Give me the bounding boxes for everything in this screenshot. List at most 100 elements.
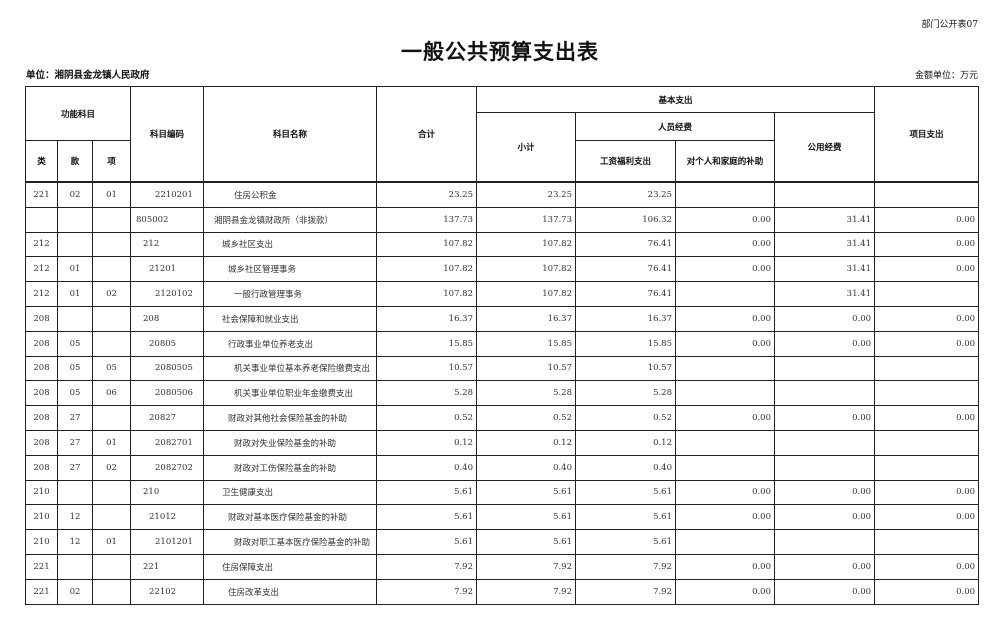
- cell-kuan: 12: [57, 504, 93, 531]
- unit-label: 单位：湘阴县金龙镇人民政府: [26, 70, 150, 81]
- cell-name: 住房公积金: [203, 181, 377, 208]
- cell-salary: 5.61: [575, 504, 676, 531]
- cell-name: 财政对基本医疗保险基金的补助: [203, 504, 377, 531]
- cell-salary: 7.92: [575, 578, 676, 605]
- cell-xiang: [92, 206, 131, 233]
- cell-salary: 23.25: [575, 181, 676, 208]
- cell-subsidy: 0.00: [675, 504, 775, 531]
- cell-subsidy: [675, 529, 775, 555]
- header-xiang: 项: [92, 140, 131, 183]
- table-row: 208 27 01 2082701 财政对失业保险基金的补助 0.12 0.12 0.12: [25, 429, 980, 456]
- cell-salary: 5.61: [575, 479, 676, 506]
- cell-name: 财政对职工基本医疗保险基金的补助: [203, 529, 377, 555]
- cell-lei: 221: [25, 553, 58, 580]
- cell-project: 0.00: [874, 578, 980, 605]
- cell-public: [773, 529, 876, 555]
- cell-xiang: 01: [92, 429, 131, 456]
- cell-lei: [25, 206, 58, 233]
- cell-kuan: 27: [57, 454, 93, 481]
- table-row: 221 02 22102 住房改革支出 7.92 7.92 7.92 0.00 0.00 0.00: [25, 578, 980, 605]
- cell-public: 0.00: [773, 305, 876, 332]
- cell-project: [874, 429, 980, 456]
- cell-project: 0.00: [874, 206, 980, 233]
- cell-salary: 0.52: [575, 405, 676, 431]
- header-kuan: 款: [57, 140, 93, 183]
- header-subtotal: 小计: [476, 112, 576, 183]
- cell-salary: 0.12: [575, 429, 676, 456]
- cell-lei: 221: [25, 181, 58, 208]
- cell-project: [874, 454, 980, 481]
- cell-code: 2082702: [130, 454, 204, 481]
- cell-subsidy: 0.00: [675, 330, 775, 357]
- cell-code: 21201: [130, 256, 204, 283]
- cell-kuan: 05: [57, 355, 93, 382]
- table-row: 210 210 卫生健康支出 5.61 5.61 5.61 0.00 0.00 0.00: [25, 479, 980, 506]
- cell-subsidy: [675, 380, 775, 407]
- cell-subtotal: 7.92: [476, 578, 576, 605]
- cell-name: 一般行政管理事务: [203, 281, 377, 307]
- cell-project: 0.00: [874, 479, 980, 506]
- header-public: 公用经费: [773, 112, 876, 183]
- table-row: 212 01 02 2120102 一般行政管理事务 107.82 107.82 76.41 3…: [25, 281, 980, 307]
- cell-xiang: 02: [92, 281, 131, 307]
- table-row: 208 05 05 2080505 机关事业单位基本养老保险缴费支出 10.57 10.57…: [25, 355, 980, 382]
- cell-code: 805002: [130, 206, 204, 233]
- cell-xiang: [92, 479, 131, 506]
- cell-kuan: 05: [57, 380, 93, 407]
- cell-project: 0.00: [874, 231, 980, 258]
- cell-total: 107.82: [376, 231, 477, 258]
- form-code: 部门公开表07: [921, 20, 978, 30]
- cell-name: 城乡社区管理事务: [203, 256, 377, 283]
- cell-total: 23.25: [376, 181, 477, 208]
- cell-subtotal: 5.61: [476, 529, 576, 555]
- table-row: 212 212 城乡社区支出 107.82 107.82 76.41 0.00 31.41 0.…: [25, 231, 980, 258]
- cell-xiang: 01: [92, 181, 131, 208]
- cell-lei: 208: [25, 429, 58, 456]
- cell-subsidy: 0.00: [675, 578, 775, 605]
- cell-subtotal: 7.92: [476, 553, 576, 580]
- cell-salary: 0.40: [575, 454, 676, 481]
- cell-xiang: 01: [92, 529, 131, 555]
- cell-subtotal: 10.57: [476, 355, 576, 382]
- cell-name: 行政事业单位养老支出: [203, 330, 377, 357]
- cell-salary: 5.28: [575, 380, 676, 407]
- cell-xiang: [92, 231, 131, 258]
- cell-lei: 210: [25, 529, 58, 555]
- cell-kuan: 12: [57, 529, 93, 555]
- cell-salary: 5.61: [575, 529, 676, 555]
- cell-public: [773, 380, 876, 407]
- table-row: 210 12 01 2101201 财政对职工基本医疗保险基金的补助 5.61 5.61 5.…: [25, 529, 980, 555]
- cell-subsidy: 0.00: [675, 479, 775, 506]
- table-row: 208 05 20805 行政事业单位养老支出 15.85 15.85 15.85 0.00 0…: [25, 330, 980, 357]
- cell-project: 0.00: [874, 553, 980, 580]
- cell-public: [773, 355, 876, 382]
- cell-public: 31.41: [773, 281, 876, 307]
- cell-total: 7.92: [376, 578, 477, 605]
- cell-total: 5.61: [376, 529, 477, 555]
- cell-subsidy: 0.00: [675, 305, 775, 332]
- cell-subtotal: 137.73: [476, 206, 576, 233]
- cell-project: 0.00: [874, 256, 980, 283]
- cell-subsidy: [675, 181, 775, 208]
- cell-code: 2210201: [130, 181, 204, 208]
- cell-total: 5.28: [376, 380, 477, 407]
- table-row: 212 01 21201 城乡社区管理事务 107.82 107.82 76.41 0.00 3…: [25, 256, 980, 283]
- cell-public: 31.41: [773, 206, 876, 233]
- cell-code: 2101201: [130, 529, 204, 555]
- cell-kuan: 01: [57, 256, 93, 283]
- cell-kuan: 27: [57, 429, 93, 456]
- cell-name: 财政对工伤保险基金的补助: [203, 454, 377, 481]
- table-row: 221 02 01 2210201 住房公积金 23.25 23.25 23.25: [25, 181, 980, 208]
- header-total: 合计: [376, 86, 477, 183]
- header-subsidy: 对个人和家庭的补助: [675, 140, 775, 183]
- cell-public: 31.41: [773, 231, 876, 258]
- table-row: 805002 湘阴县金龙镇财政所（非拨款） 137.73 137.73 106.32 0.…: [25, 206, 980, 233]
- cell-public: 0.00: [773, 479, 876, 506]
- table-row: 221 221 住房保障支出 7.92 7.92 7.92 0.00 0.00 0.00: [25, 553, 980, 580]
- cell-code: 2082701: [130, 429, 204, 456]
- cell-code: 20805: [130, 330, 204, 357]
- cell-xiang: 05: [92, 355, 131, 382]
- cell-total: 0.52: [376, 405, 477, 431]
- cell-lei: 210: [25, 479, 58, 506]
- cell-subsidy: 0.00: [675, 231, 775, 258]
